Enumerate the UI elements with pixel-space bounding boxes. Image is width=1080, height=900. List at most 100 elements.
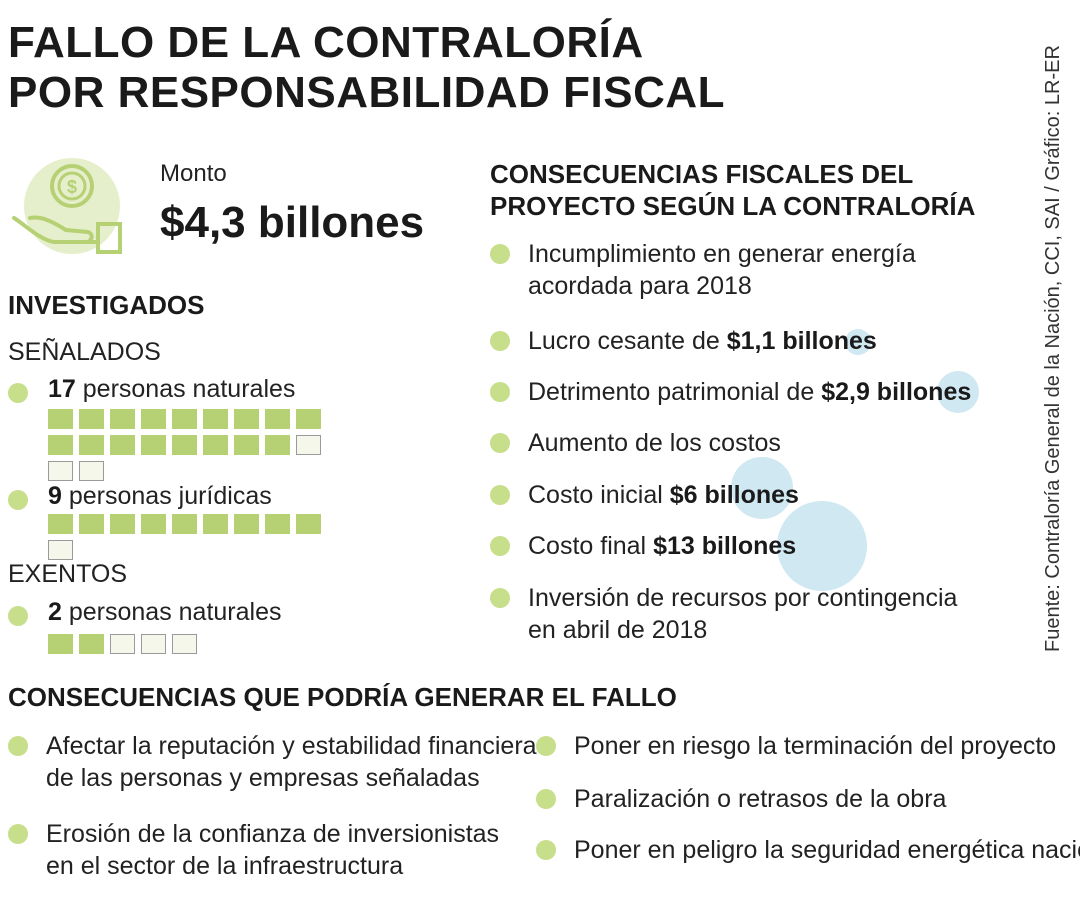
- svg-text:$: $: [67, 177, 77, 197]
- person-square-empty: [110, 634, 135, 654]
- exentos-label: EXENTOS: [8, 560, 128, 588]
- monto-label: Monto: [160, 160, 227, 187]
- person-square-filled: [110, 435, 135, 455]
- group-count: 2: [48, 598, 62, 626]
- bullet-dot: [8, 606, 28, 626]
- item-text: Costo inicial: [528, 481, 670, 509]
- item-text: Costo final: [528, 532, 654, 560]
- amount-bubble: [936, 370, 980, 414]
- person-square-filled: [172, 514, 197, 534]
- person-square-filled: [48, 409, 73, 429]
- person-square-empty: [141, 634, 166, 654]
- person-square-filled: [234, 514, 259, 534]
- group-text: personas jurídicas: [68, 482, 272, 510]
- fiscales-heading-line-2: PROYECTO SEGÚN LA CONTRALORÍA: [490, 191, 976, 221]
- person-square-filled: [265, 514, 290, 534]
- money-hand-icon: $: [12, 158, 122, 254]
- item-line-1: Afectar la reputación y estabilidad fina…: [46, 732, 537, 760]
- bullet-dot: [536, 789, 556, 809]
- amount-bubble: [844, 328, 872, 356]
- person-square-filled: [141, 435, 166, 455]
- investigados-heading: INVESTIGADOS: [8, 290, 205, 320]
- squares-grid: [48, 634, 348, 654]
- item-amount: $6 billones: [669, 481, 799, 509]
- bullet-dot: [536, 840, 556, 860]
- person-square-filled: [79, 514, 104, 534]
- person-square-filled: [48, 514, 73, 534]
- person-square-filled: [265, 435, 290, 455]
- person-square-empty: [48, 461, 73, 481]
- person-square-filled: [141, 514, 166, 534]
- bullet-dot: [8, 824, 28, 844]
- bullet-dot: [490, 536, 510, 556]
- item-line-2: en el sector de la infraestructura: [46, 852, 404, 880]
- person-square-filled: [234, 409, 259, 429]
- person-square-empty: [48, 540, 73, 560]
- group-count: 17: [48, 375, 76, 403]
- amount-bubble: [731, 457, 793, 519]
- squares-grid: [48, 514, 348, 560]
- person-square-filled: [110, 514, 135, 534]
- item-text: Lucro cesante de: [528, 327, 727, 355]
- person-square-filled: [203, 514, 228, 534]
- bullet-dot: [490, 433, 510, 453]
- person-square-filled: [172, 409, 197, 429]
- person-square-filled: [296, 514, 321, 534]
- bullet-dot: [490, 485, 510, 505]
- group-text: personas naturales: [82, 375, 296, 403]
- person-square-filled: [79, 634, 104, 654]
- title-line-2: POR RESPONSABILIDAD FISCAL: [8, 68, 726, 117]
- fallo-heading: CONSECUENCIAS QUE PODRÍA GENERAR EL FALL…: [8, 682, 677, 712]
- bullet-dot: [490, 244, 510, 264]
- fiscales-heading-line-1: CONSECUENCIAS FISCALES DEL: [490, 159, 914, 189]
- item-text: Detrimento patrimonial de: [528, 378, 822, 406]
- group-count: 9: [48, 482, 62, 510]
- bullet-dot: [536, 736, 556, 756]
- bullet-dot: [490, 382, 510, 402]
- person-square-filled: [234, 435, 259, 455]
- person-square-filled: [172, 435, 197, 455]
- group-text: personas naturales: [68, 598, 282, 626]
- item-line-2: en abril de 2018: [528, 616, 708, 644]
- person-square-empty: [296, 435, 321, 455]
- person-square-filled: [110, 409, 135, 429]
- person-square-filled: [48, 634, 73, 654]
- person-square-filled: [48, 435, 73, 455]
- amount-bubble: [777, 501, 867, 591]
- item-text: Poner en riesgo la terminación del proye…: [574, 732, 1057, 760]
- source-text: Fuente: Contraloría General de la Nación…: [1042, 45, 1064, 652]
- item-amount: $1,1 billones: [726, 327, 877, 355]
- item-text: Paralización o retrasos de la obra: [574, 785, 947, 813]
- bullet-dot: [8, 490, 28, 510]
- person-square-filled: [296, 409, 321, 429]
- monto-value: $4,3 billones: [160, 198, 425, 247]
- person-square-filled: [203, 435, 228, 455]
- person-square-filled: [79, 435, 104, 455]
- person-square-empty: [79, 461, 104, 481]
- bullet-dot: [490, 331, 510, 351]
- item-line-1: Incumplimiento en generar energía: [528, 240, 916, 268]
- item-amount: $2,9 billones: [821, 378, 972, 406]
- item-line-1: Inversión de recursos por contingencia: [528, 584, 958, 612]
- title-line-1: FALLO DE LA CONTRALORÍA: [8, 18, 644, 67]
- source-credit: Fuente: Contraloría General de la Nación…: [1042, 12, 1072, 652]
- bullet-dot: [8, 383, 28, 403]
- page-title: FALLO DE LA CONTRALORÍA POR RESPONSABILI…: [8, 18, 725, 118]
- person-square-filled: [141, 409, 166, 429]
- person-square-empty: [172, 634, 197, 654]
- item-text: Poner en peligro la seguridad energética…: [574, 836, 1080, 864]
- item-line-2: acordada para 2018: [528, 272, 752, 300]
- item-text: Aumento de los costos: [528, 429, 781, 457]
- bullet-dot: [8, 736, 28, 756]
- senalados-label: SEÑALADOS: [8, 338, 161, 366]
- fiscales-heading: CONSECUENCIAS FISCALES DEL PROYECTO SEGÚ…: [490, 158, 975, 222]
- squares-grid: [48, 409, 348, 481]
- bullet-dot: [490, 588, 510, 608]
- person-square-filled: [203, 409, 228, 429]
- item-line-2: de las personas y empresas señaladas: [46, 764, 480, 792]
- item-line-1: Erosión de la confianza de inversionista…: [46, 820, 500, 848]
- item-amount: $13 billones: [653, 532, 797, 560]
- person-square-filled: [265, 409, 290, 429]
- person-square-filled: [79, 409, 104, 429]
